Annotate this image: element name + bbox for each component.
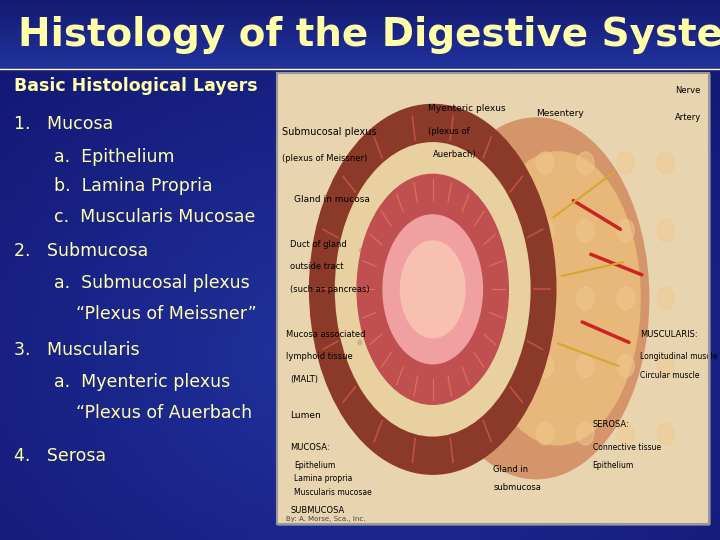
Ellipse shape [383, 215, 482, 364]
Text: “Plexus of Meissner”: “Plexus of Meissner” [76, 305, 256, 323]
Ellipse shape [400, 241, 465, 338]
Bar [277, 73, 709, 524]
Bar [277, 73, 709, 524]
Text: Myenteric plexus: Myenteric plexus [428, 104, 506, 113]
Ellipse shape [657, 287, 675, 309]
Ellipse shape [336, 143, 530, 436]
Ellipse shape [454, 321, 458, 325]
Text: b.  Lamina Propria: b. Lamina Propria [54, 177, 212, 195]
Ellipse shape [617, 219, 634, 242]
Ellipse shape [536, 422, 554, 445]
Ellipse shape [577, 287, 594, 309]
Text: Lamina propria: Lamina propria [294, 474, 353, 483]
Ellipse shape [577, 152, 594, 174]
Text: (such as pancreas): (such as pancreas) [290, 285, 370, 294]
Text: By: A. Morse, Sca., Inc.: By: A. Morse, Sca., Inc. [286, 516, 365, 522]
Ellipse shape [441, 202, 445, 207]
Text: Gland in: Gland in [493, 465, 528, 474]
Text: Mesentery: Mesentery [536, 109, 584, 118]
Text: Longitudinal muscle: Longitudinal muscle [640, 353, 717, 361]
Text: 3.   Muscularis: 3. Muscularis [14, 341, 140, 359]
Ellipse shape [487, 251, 491, 255]
Ellipse shape [577, 355, 594, 377]
Text: submucosa: submucosa [493, 483, 541, 492]
Text: Epithelium: Epithelium [593, 461, 634, 470]
Bar [277, 73, 709, 524]
Text: a.  Epithelium: a. Epithelium [54, 147, 174, 166]
Text: 2.   Submucosa: 2. Submucosa [14, 242, 148, 260]
Ellipse shape [481, 363, 485, 368]
Text: Artery: Artery [675, 113, 701, 123]
Ellipse shape [617, 287, 634, 309]
Ellipse shape [657, 152, 675, 174]
Ellipse shape [310, 104, 556, 474]
Ellipse shape [420, 377, 423, 381]
Text: lymphoid tissue: lymphoid tissue [286, 353, 353, 361]
Text: Submucosal plexus: Submucosal plexus [282, 126, 376, 137]
Ellipse shape [617, 152, 634, 174]
Ellipse shape [657, 219, 675, 242]
Text: a.  Myenteric plexus: a. Myenteric plexus [54, 373, 230, 392]
Text: a.  Submucosal plexus: a. Submucosal plexus [54, 274, 250, 293]
Text: Nerve: Nerve [675, 86, 700, 96]
Text: (plexus of: (plexus of [428, 127, 470, 136]
Text: Epithelium: Epithelium [294, 461, 336, 470]
Text: (plexus of Meissner): (plexus of Meissner) [282, 154, 366, 163]
Ellipse shape [476, 152, 640, 445]
Text: Basic Histological Layers: Basic Histological Layers [14, 77, 258, 96]
Text: Gland in mucosa: Gland in mucosa [294, 194, 370, 204]
Ellipse shape [657, 422, 675, 445]
Ellipse shape [397, 303, 400, 307]
Text: Muscularis mucosae: Muscularis mucosae [294, 488, 372, 497]
Ellipse shape [536, 287, 554, 309]
Text: 4.   Serosa: 4. Serosa [14, 447, 107, 465]
Text: Auerbach): Auerbach) [433, 150, 477, 159]
Text: “Plexus of Auerbach: “Plexus of Auerbach [76, 404, 252, 422]
Ellipse shape [424, 118, 649, 479]
Ellipse shape [438, 408, 442, 412]
Text: (MALT): (MALT) [290, 375, 318, 384]
Text: Histology of the Digestive System: Histology of the Digestive System [18, 16, 720, 54]
Ellipse shape [536, 219, 554, 242]
Bar [0, 0, 720, 69]
Ellipse shape [536, 355, 554, 377]
Text: Connective tissue: Connective tissue [593, 443, 661, 451]
Ellipse shape [577, 422, 594, 445]
Text: Duct of gland: Duct of gland [290, 240, 347, 249]
Ellipse shape [617, 422, 634, 445]
Text: Mucosa associated: Mucosa associated [286, 330, 365, 339]
Ellipse shape [536, 152, 554, 174]
Text: MUCOSA:: MUCOSA: [290, 443, 330, 451]
Ellipse shape [438, 338, 442, 342]
Text: outside tract: outside tract [290, 262, 343, 271]
Text: Lumen: Lumen [290, 411, 321, 420]
Ellipse shape [502, 321, 505, 326]
Text: SUBMUCOSA: SUBMUCOSA [290, 506, 344, 515]
Ellipse shape [357, 174, 508, 404]
Ellipse shape [389, 292, 392, 296]
Ellipse shape [657, 355, 675, 377]
Text: SEROSA:: SEROSA: [593, 420, 629, 429]
Text: 1.   Mucosa: 1. Mucosa [14, 115, 114, 133]
Ellipse shape [577, 219, 594, 242]
Text: MUSCULARIS:: MUSCULARIS: [640, 330, 698, 339]
Ellipse shape [387, 345, 391, 350]
Text: c.  Muscularis Mucosae: c. Muscularis Mucosae [54, 208, 256, 226]
Text: Circular muscle: Circular muscle [640, 370, 700, 380]
Ellipse shape [617, 355, 634, 377]
